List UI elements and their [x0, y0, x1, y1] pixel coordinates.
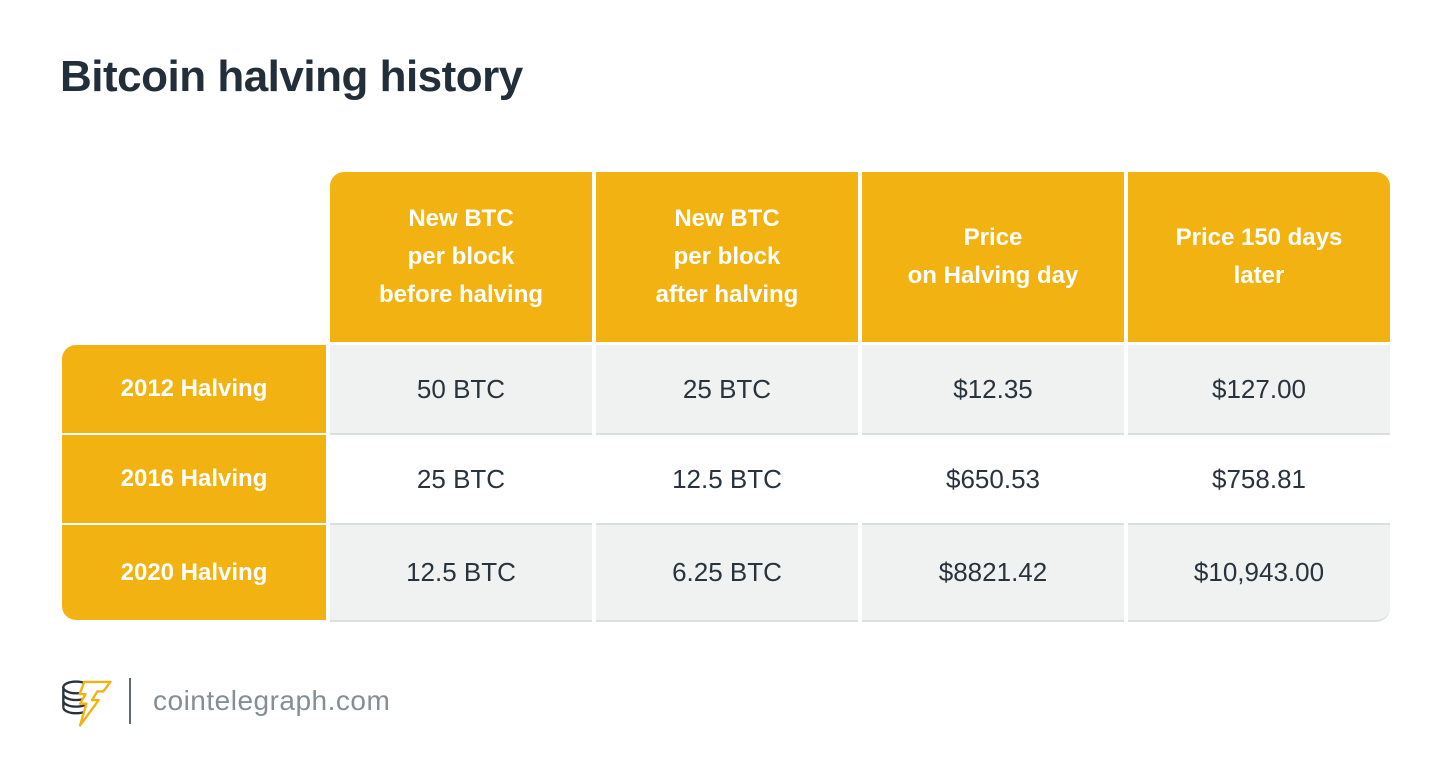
halving-history-table: New BTC per block before halving New BTC… — [62, 172, 1390, 622]
footer-divider — [129, 678, 131, 724]
footer: cointelegraph.com — [57, 670, 390, 732]
cell-2020-after: 6.25 BTC — [596, 525, 858, 622]
column-header-label: Price 150 days later — [1175, 224, 1343, 289]
column-header-price-150-days: Price 150 days later — [1128, 172, 1390, 342]
page-title: Bitcoin halving history — [60, 52, 523, 101]
column-header-label: New BTC per block before halving — [378, 205, 544, 308]
cell-2020-price-day: $8821.42 — [862, 525, 1124, 622]
cell-2012-price-day: $12.35 — [862, 345, 1124, 435]
row-header-label: 2012 Halving — [120, 375, 268, 402]
row-header-2012: 2012 Halving — [62, 345, 326, 433]
cell-2020-price-150: $10,943.00 — [1128, 525, 1390, 622]
column-header-after-halving: New BTC per block after halving — [596, 172, 858, 342]
cell-2012-before: 50 BTC — [330, 345, 592, 435]
row-header-2020: 2020 Halving — [62, 525, 326, 620]
column-header-before-halving: New BTC per block before halving — [330, 172, 592, 342]
row-header-2016: 2016 Halving — [62, 435, 326, 523]
cell-2016-price-day: $650.53 — [862, 435, 1124, 525]
row-header-label: 2020 Halving — [120, 558, 268, 586]
column-header-label: Price on Halving day — [907, 224, 1079, 289]
cell-2012-price-150: $127.00 — [1128, 345, 1390, 435]
cell-2012-after: 25 BTC — [596, 345, 858, 435]
cointelegraph-logo-icon — [62, 680, 112, 727]
cell-2016-before: 25 BTC — [330, 435, 592, 525]
column-header-price-halving-day: Price on Halving day — [862, 172, 1124, 342]
site-label: cointelegraph.com — [153, 685, 391, 716]
cell-2020-before: 12.5 BTC — [330, 525, 592, 622]
column-header-label: New BTC per block after halving — [655, 205, 799, 308]
cell-2016-price-150: $758.81 — [1128, 435, 1390, 525]
row-header-label: 2016 Halving — [120, 465, 268, 492]
table-corner-spacer — [62, 172, 326, 345]
cell-2016-after: 12.5 BTC — [596, 435, 858, 525]
